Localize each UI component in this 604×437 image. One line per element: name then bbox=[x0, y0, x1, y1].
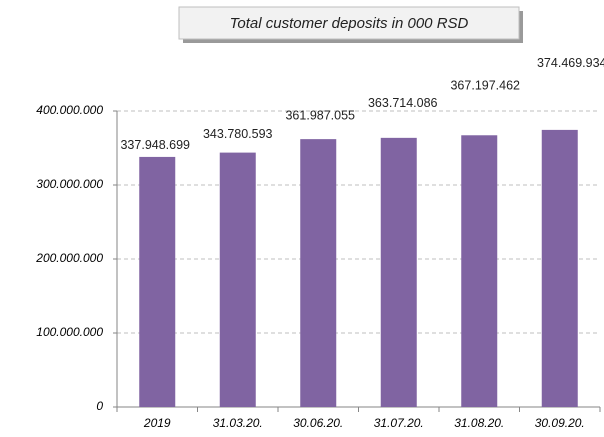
y-tick-label: 0 bbox=[96, 399, 103, 413]
x-tick-label: 30.09.20. bbox=[535, 416, 585, 430]
y-tick-label: 300.000.000 bbox=[36, 177, 103, 191]
x-tick-label: 31.03.20. bbox=[213, 416, 263, 430]
bar bbox=[300, 139, 337, 407]
value-label: 367.197.462 bbox=[450, 79, 520, 93]
bar bbox=[380, 137, 417, 408]
y-tick-label: 200.000.000 bbox=[35, 251, 103, 265]
chart-title: Total customer deposits in 000 RSD bbox=[230, 15, 469, 32]
value-label: 337.948.699 bbox=[120, 138, 190, 152]
bar bbox=[139, 156, 176, 407]
y-tick-label: 100.000.000 bbox=[36, 325, 103, 339]
value-label: 361.987.055 bbox=[285, 108, 355, 122]
x-tick-label: 2019 bbox=[143, 416, 171, 430]
value-label: 343.780.593 bbox=[203, 127, 273, 141]
bar bbox=[461, 135, 498, 408]
bar bbox=[541, 129, 578, 407]
x-tick-label: 31.08.20. bbox=[454, 416, 504, 430]
title-box bbox=[178, 6, 520, 40]
x-tick-label: 30.06.20. bbox=[293, 416, 343, 430]
x-tick-label: 31.07.20. bbox=[374, 416, 424, 430]
bar bbox=[219, 152, 256, 407]
y-tick-label: 400.000.000 bbox=[36, 103, 103, 117]
value-label: 363.714.086 bbox=[368, 96, 438, 110]
value-label: 374.469.934 bbox=[537, 56, 604, 70]
